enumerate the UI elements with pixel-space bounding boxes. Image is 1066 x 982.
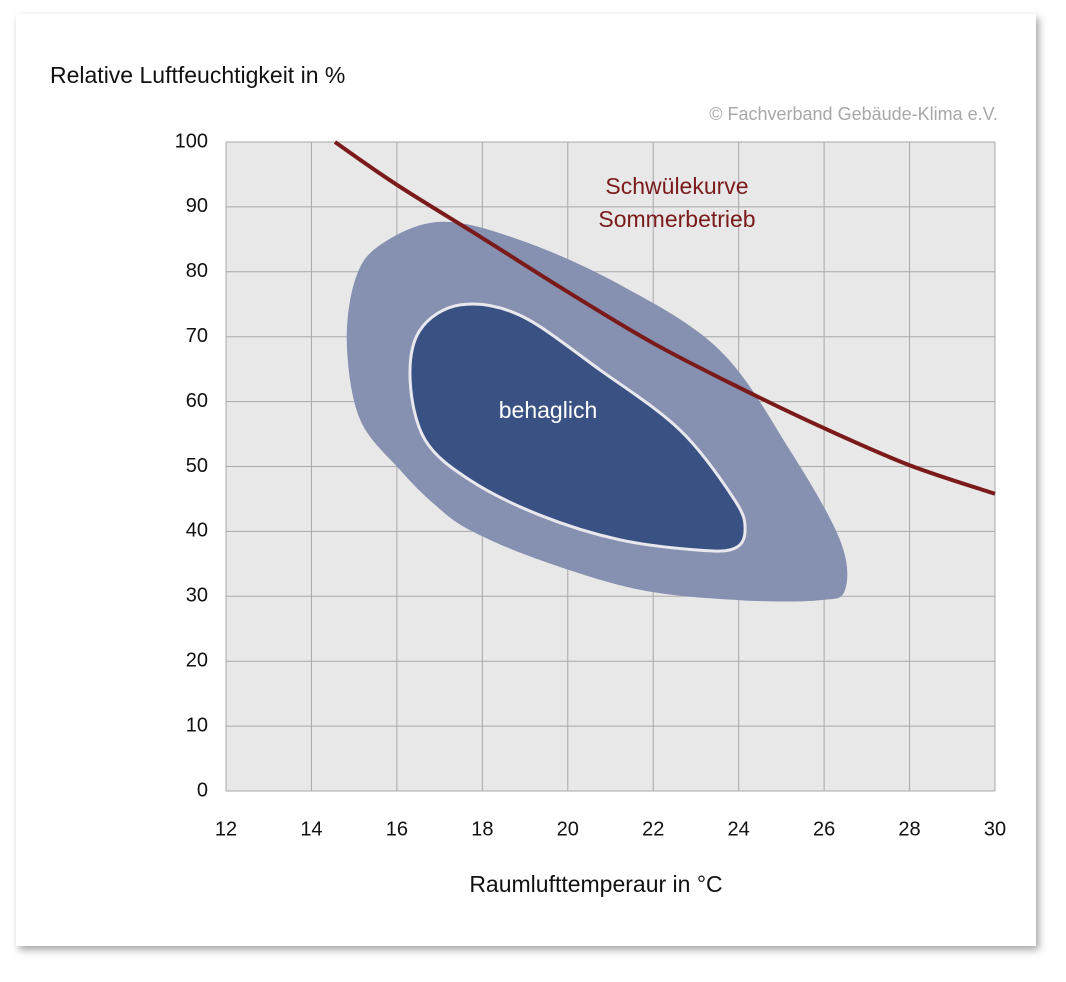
x-tick-label: 14 — [300, 818, 322, 840]
x-tick-label: 18 — [471, 818, 493, 840]
curve — [333, 140, 996, 496]
zone-label: behaglich — [499, 397, 597, 423]
x-tick-label: 20 — [557, 818, 579, 840]
x-tick-label: 28 — [898, 818, 920, 840]
x-tick-label: 24 — [728, 818, 750, 840]
zone — [408, 302, 747, 553]
y-tick-label: 30 — [186, 585, 208, 607]
y-tick-label: 0 — [197, 779, 208, 801]
y-tick-label: 60 — [186, 390, 208, 412]
x-axis-title: Raumlufttemperaur in °C — [469, 871, 722, 897]
y-tick-label: 50 — [186, 455, 208, 477]
y-axis-title: Relative Luftfeuchtigkeit in % — [50, 62, 345, 88]
y-tick-label: 70 — [186, 325, 208, 347]
y-tick-label: 40 — [186, 520, 208, 542]
y-tick-label: 10 — [186, 714, 208, 736]
x-tick-label: 16 — [386, 818, 408, 840]
y-tick-label: 100 — [175, 130, 208, 152]
y-tick-label: 20 — [186, 649, 208, 671]
x-tick-label: 30 — [984, 818, 1006, 840]
curve-label: Schwülekurve — [605, 173, 748, 199]
x-tick-label: 22 — [642, 818, 664, 840]
source: © Fachverband Gebäude-Klima e.V. — [709, 104, 998, 124]
x-tick-label: 26 — [813, 818, 835, 840]
y-tick-label: 90 — [186, 195, 208, 217]
y-tick-label: 80 — [186, 260, 208, 282]
x-tick-label: 12 — [215, 818, 237, 840]
curve-label: Sommerbetrieb — [598, 206, 755, 232]
